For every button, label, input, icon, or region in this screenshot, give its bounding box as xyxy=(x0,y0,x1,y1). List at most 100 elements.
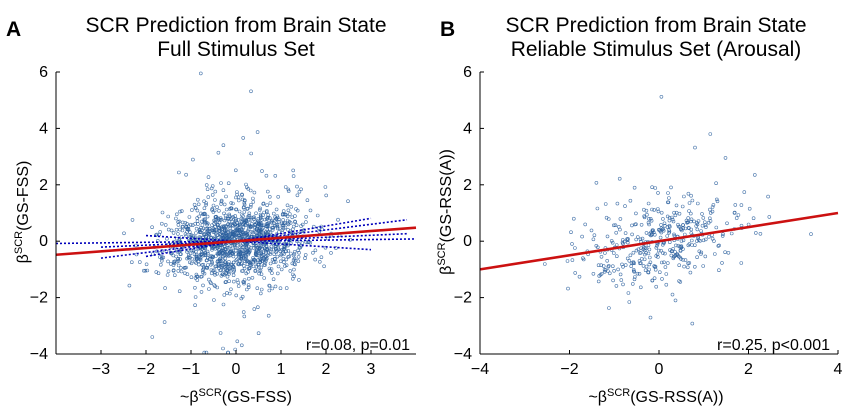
scatter-point xyxy=(687,242,692,246)
scatter-point xyxy=(581,257,586,262)
scatter-point xyxy=(224,207,229,212)
scatter-point xyxy=(234,217,238,221)
scatter-point xyxy=(262,261,267,265)
scatter-point xyxy=(595,245,600,250)
scatter-point xyxy=(701,238,706,243)
scatter-point xyxy=(689,238,694,243)
scatter-point xyxy=(717,243,721,248)
scatter-point xyxy=(634,237,639,242)
scatter-point xyxy=(615,201,620,206)
scatter-point xyxy=(635,271,640,276)
scatter-point xyxy=(296,255,301,259)
scatter-point xyxy=(669,249,674,253)
panel-a: A SCR Prediction from Brain State Full S… xyxy=(6,14,417,406)
scatter-point xyxy=(644,246,649,251)
scatter-point xyxy=(221,188,226,192)
scatter-point xyxy=(232,279,236,284)
scatter-point xyxy=(660,277,664,281)
scatter-point xyxy=(242,220,246,225)
scatter-point xyxy=(204,183,209,187)
scatter-point xyxy=(659,210,664,215)
scatter-point xyxy=(199,211,203,216)
scatter-point xyxy=(130,218,135,222)
scatter-point xyxy=(256,222,261,226)
scatter-point xyxy=(670,217,675,222)
scatter-point xyxy=(174,216,178,221)
scatter-point xyxy=(219,225,224,230)
scatter-point xyxy=(662,260,666,265)
x-tick-label: 3 xyxy=(367,361,376,378)
scatter-point xyxy=(231,246,236,250)
scatter-point xyxy=(571,216,576,221)
scatter-point xyxy=(714,197,719,202)
scatter-point xyxy=(689,227,694,232)
scatter-point xyxy=(542,262,547,266)
scatter-point xyxy=(726,251,731,255)
scatter-point xyxy=(682,264,686,269)
scatter-point xyxy=(201,283,205,288)
scatter-point xyxy=(297,189,302,194)
scatter-point xyxy=(221,302,226,307)
scatter-point xyxy=(323,185,328,189)
scatter-point xyxy=(224,280,228,284)
scatter-point xyxy=(311,224,316,229)
scatter-point xyxy=(644,251,648,255)
scatter-point xyxy=(209,258,214,262)
scatter-point xyxy=(676,253,680,258)
scatter-point xyxy=(271,211,276,216)
scatter-point xyxy=(292,256,297,261)
scatter-point xyxy=(667,196,671,200)
scatter-point xyxy=(690,198,695,203)
x-tick-label: −2 xyxy=(560,361,578,378)
scatter-point xyxy=(283,185,288,189)
scatter-point xyxy=(199,290,204,294)
scatter-point xyxy=(642,252,647,257)
panel-b-title-line1: SCR Prediction from Brain State xyxy=(505,14,806,37)
scatter-point xyxy=(631,250,636,255)
scatter-point xyxy=(633,222,637,227)
scatter-point xyxy=(210,223,214,227)
scatter-point xyxy=(667,228,671,232)
scatter-point xyxy=(647,255,652,260)
scatter-point xyxy=(213,189,218,194)
scatter-point xyxy=(665,214,670,219)
scatter-point xyxy=(189,248,194,253)
scatter-point xyxy=(317,259,322,264)
scatter-point xyxy=(223,213,228,218)
scatter-point xyxy=(708,219,713,223)
scatter-point xyxy=(242,314,247,319)
scatter-point xyxy=(670,292,675,297)
scatter-point xyxy=(265,189,270,194)
scatter-point xyxy=(172,261,177,266)
scatter-point xyxy=(219,181,223,185)
scatter-point xyxy=(229,287,233,292)
scatter-point xyxy=(249,234,254,239)
scatter-point xyxy=(308,240,313,245)
scatter-point xyxy=(204,201,208,205)
scatter-point xyxy=(609,239,614,243)
scatter-point xyxy=(234,168,238,173)
scatter-point xyxy=(205,266,210,270)
scatter-point xyxy=(679,245,684,249)
scatter-point xyxy=(632,275,637,279)
scatter-point xyxy=(212,298,216,302)
scatter-point xyxy=(184,265,188,270)
y-tick-label: 0 xyxy=(463,233,472,250)
scatter-point xyxy=(599,271,604,276)
scatter-point xyxy=(667,223,672,228)
scatter-point xyxy=(166,259,170,264)
scatter-point xyxy=(605,234,610,239)
scatter-point xyxy=(246,227,251,232)
panel-b-stat: r=0.25, p<0.001 xyxy=(717,337,830,354)
panel-a-letter: A xyxy=(6,18,21,41)
scatter-point xyxy=(210,254,214,259)
scatter-point xyxy=(240,269,244,273)
scatter-point xyxy=(693,145,697,150)
scatter-point xyxy=(224,225,228,229)
scatter-point xyxy=(274,250,278,255)
scatter-point xyxy=(270,225,274,230)
scatter-point xyxy=(182,266,187,270)
scatter-point xyxy=(234,248,238,253)
scatter-point xyxy=(235,339,240,344)
scatter-point xyxy=(325,236,330,241)
